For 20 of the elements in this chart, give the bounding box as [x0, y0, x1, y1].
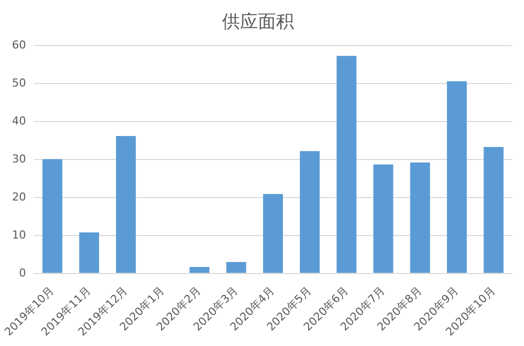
bar	[226, 262, 246, 273]
bar	[336, 56, 356, 273]
bar	[263, 194, 283, 273]
y-tick-label: 40	[12, 114, 26, 128]
y-tick-label: 10	[12, 228, 26, 242]
bar	[116, 136, 136, 273]
y-tick-label: 30	[12, 152, 26, 166]
bar	[42, 159, 62, 273]
y-tick-label: 0	[18, 266, 26, 280]
y-tick-label: 60	[12, 38, 26, 52]
chart-title: 供应面积	[222, 11, 294, 32]
bar	[484, 146, 504, 273]
y-tick-label: 20	[12, 190, 26, 204]
y-tick-label: 50	[12, 76, 26, 90]
bar	[79, 232, 100, 273]
bar	[373, 164, 394, 273]
bar	[190, 266, 210, 273]
bar	[300, 151, 320, 273]
bar	[446, 81, 467, 273]
bar	[410, 162, 430, 273]
